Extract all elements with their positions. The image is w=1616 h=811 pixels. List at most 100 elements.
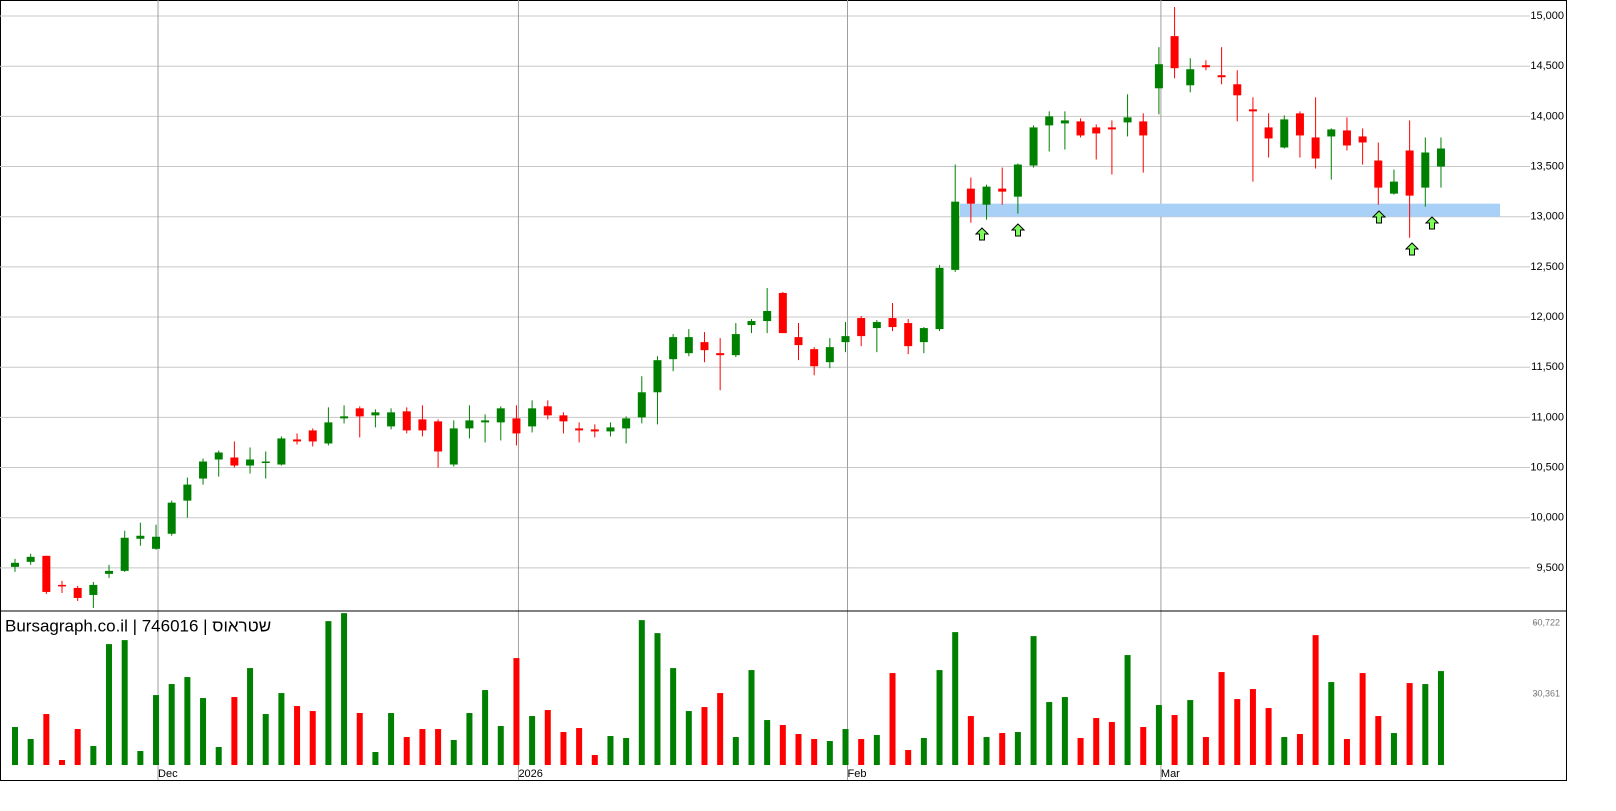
volume-bar [1343,739,1350,765]
volume-bar [200,698,207,765]
y-tick-label: 10,000 [1530,512,1564,524]
volume-bar [1406,683,1413,765]
x-tick-label: Mar [1161,768,1180,780]
y-tick-label: 15,000 [1530,10,1564,22]
volume-bar [1437,671,1444,765]
candle-body [1186,69,1195,86]
candle-body [716,353,725,356]
candle-body [1107,127,1116,130]
volume-bar [529,716,536,765]
volume-bar [764,720,771,765]
volume-bar [732,737,739,765]
candle-body [1233,84,1242,96]
candle-body [810,349,819,367]
volume-bar [278,693,285,765]
volume-bar [1328,682,1335,765]
volume-bar [1281,737,1288,765]
volume-bar [1187,700,1194,765]
candle-body [590,429,599,432]
volume-bar [889,673,896,765]
volume-bar [27,739,34,765]
candle-body [89,584,98,595]
volume-bar [1014,732,1021,765]
volume-bar [936,670,943,765]
volume-bar [215,747,222,765]
volume-bar [419,729,426,765]
candle-body [684,337,693,354]
candle-body [1374,160,1383,188]
volume-bar [576,728,583,765]
candle-body [293,439,302,442]
candle-body [935,267,944,330]
candle-body [355,408,364,417]
volume-bar [717,693,724,765]
support-zone [960,203,1500,217]
candle-body [747,321,756,326]
volume-bar [341,613,348,765]
volume-bar [106,644,113,765]
candle-body [1405,150,1414,196]
candle-body [402,411,411,431]
candle-body [1358,136,1367,143]
candle-body [1295,113,1304,136]
candle-body [1139,121,1148,136]
y-tick-label: 9,500 [1536,562,1564,574]
volume-bar [1077,738,1084,765]
candle-body [120,537,129,571]
volume-bar [325,621,332,765]
candle-body [1327,129,1336,137]
candle-body [1389,181,1398,194]
volume-bar [560,732,567,765]
volume-bar [826,741,833,765]
candle-body [324,422,333,444]
candle-body [11,562,19,567]
candle-body [136,535,145,539]
volume-bar [497,726,504,765]
y-tick-label: 12,000 [1530,311,1564,323]
volume-bar [294,706,301,765]
volume-bar [1375,716,1382,765]
volume-bar [1218,672,1225,765]
volume-bar [748,670,755,765]
volume-bar [638,620,645,765]
candle-body [26,556,35,562]
candle-body [167,502,176,534]
candle-body [951,201,960,270]
volume-bar [842,729,849,765]
volume-bar [811,739,818,765]
volume-bar [137,751,144,765]
volume-bar [983,737,990,765]
candle-body [1264,127,1273,139]
x-tick-label: Dec [158,768,178,780]
volume-bar [952,632,959,765]
candle-body [919,328,928,343]
volume-tick-label: 30,361 [1532,688,1560,698]
candle-body [872,322,881,329]
x-tick-label: 2026 [518,768,542,780]
candle-body [246,459,255,466]
volume-bar [607,736,614,765]
candle-body [1421,152,1430,188]
marks [11,7,1445,765]
candle-body [1092,127,1101,134]
volume-bar [59,759,66,765]
candle-body [465,420,474,429]
y-tick-label: 10,500 [1530,461,1564,473]
candle-body [261,461,270,464]
candle-body [606,427,615,432]
volume-bar [795,734,802,765]
candle-body [1217,75,1226,78]
plot-frame [0,0,1567,781]
candle-body [1201,65,1210,68]
volume-bar [905,750,912,765]
candle-body [1248,109,1257,112]
candle-body [1170,36,1179,69]
volume-bar [701,707,708,765]
candle-body [653,360,662,393]
volume-bar [1359,673,1366,765]
volume-bar [372,752,379,765]
volume-bar [1422,684,1429,765]
volume-bar [920,738,927,765]
candle-body [340,416,349,419]
y-tick-label: 11,000 [1531,411,1564,423]
